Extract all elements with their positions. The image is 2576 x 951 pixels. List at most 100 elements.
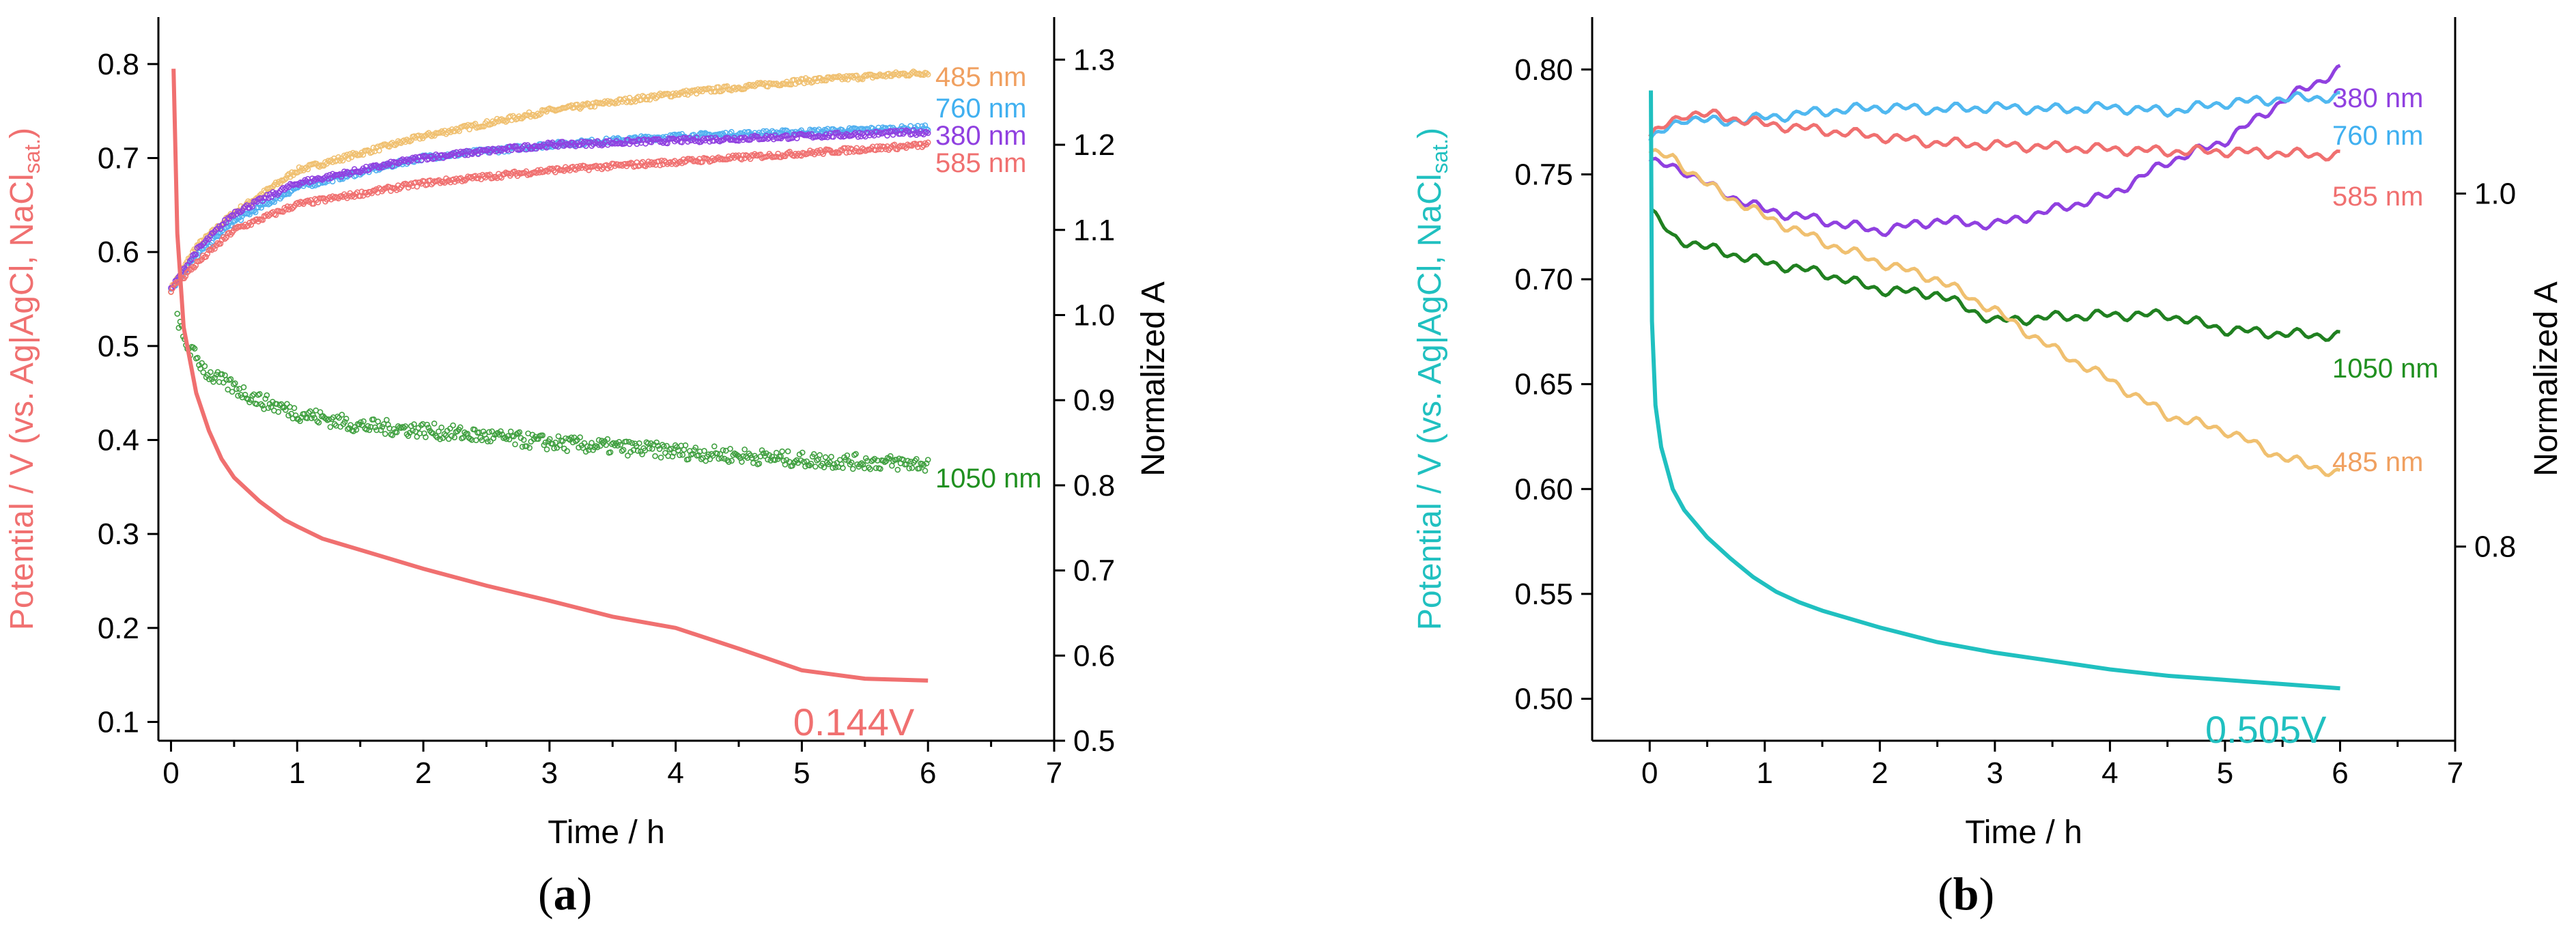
panel-a-series-1050-nm-point xyxy=(591,444,598,451)
panel-a-series-1050-nm-point xyxy=(415,425,422,431)
panel-a-series-1050-nm-point xyxy=(506,436,513,442)
panel-a-series-585-nm-point xyxy=(204,251,211,257)
panel-a-series-1050-nm-point xyxy=(581,440,588,446)
panel-a-series-1050-nm-point xyxy=(231,380,238,386)
panel-a-series-1050-nm-point xyxy=(389,432,396,438)
panel-a-series-585-nm-point xyxy=(853,145,860,152)
panel-b-x-tick-label: 4 xyxy=(2101,756,2118,790)
panel-a-series-485-nm xyxy=(168,68,931,296)
panel-a-series-1050-nm-point xyxy=(620,446,627,453)
panel-a-series-380-nm-point xyxy=(517,146,524,153)
panel-a-series-585-nm-point xyxy=(208,246,215,253)
panel-a-series-1050-nm-point xyxy=(201,363,208,369)
panel-a-series-585-nm-point xyxy=(462,178,468,184)
panel-a-x-axis-title: Time / h xyxy=(548,814,665,851)
panel-a-series-380-nm-point xyxy=(886,129,892,136)
panel-a-series-380-nm-point xyxy=(543,144,550,151)
panel-a-series-1050-nm-point xyxy=(292,412,299,418)
panel-a-series-380-nm-point xyxy=(274,192,281,198)
panel-a-y-right-tick-label: 0.5 xyxy=(1073,724,1115,758)
panel-a-x-tick-label: 7 xyxy=(1046,756,1062,790)
panel-a-series-1050-nm-point xyxy=(539,432,546,438)
panel-a-series-1050-nm-point xyxy=(382,431,388,437)
panel-b-x-tick-label: 3 xyxy=(1987,756,2003,790)
panel-a-series-585-nm-point xyxy=(222,236,228,242)
panel-a-series-485-nm-point xyxy=(923,70,930,76)
panel-a-series-585-nm-point xyxy=(289,205,295,212)
panel-a-series-1050-nm-point xyxy=(268,403,274,410)
panel-a-series-1050-nm-point xyxy=(711,443,718,450)
panel-a-y-right-tick-label: 1.3 xyxy=(1073,43,1115,76)
panel-a-series-1050-nm-point xyxy=(692,444,699,451)
panel-a-series-1050-nm-point xyxy=(471,427,478,433)
panel-a-series-1050-nm-point xyxy=(668,445,675,452)
panel-a-series-1050-nm-point xyxy=(893,457,899,463)
panel-a-y-right-tick-label: 0.6 xyxy=(1073,639,1115,672)
panel-a-series-1050-nm-point xyxy=(804,458,810,465)
panel-a-series-585-nm-point xyxy=(350,192,356,199)
panel-a-series-485-nm-point xyxy=(503,119,509,125)
panel-a-series-1050-nm-point xyxy=(363,426,370,433)
panel-a-series-1050-nm-point xyxy=(284,401,290,407)
panel-a-series-1050-nm-point xyxy=(582,449,589,455)
panel-a-series-1050-nm-point xyxy=(197,365,203,372)
panel-a-series-1050-nm-point xyxy=(245,396,251,403)
panel-a-series-1050-nm-point xyxy=(890,457,896,464)
panel-b-x-tick-label: 6 xyxy=(2332,756,2348,790)
panel-a-series-380-nm-point xyxy=(186,257,193,264)
panel-a-series-380-nm-point xyxy=(264,192,270,198)
panel-a-series-1050-nm-point xyxy=(378,427,384,434)
panel-a-series-1050-nm-point xyxy=(877,466,883,472)
panel-a-series-585-nm-point xyxy=(919,144,925,150)
panel-a-series-1050-nm-point xyxy=(323,416,329,422)
panel-a-series-585-nm-point xyxy=(874,143,880,150)
panel-a-series-1050-nm-point xyxy=(331,421,338,427)
panel-a-series-380-nm-point xyxy=(322,174,328,181)
panel-a-y-left-tick-label: 0.7 xyxy=(98,141,139,175)
panel-a-series-1050-nm-point xyxy=(451,434,457,440)
panel-a-series-1050-nm-point xyxy=(278,401,285,408)
panel-a-series-1050-nm-point xyxy=(894,466,901,473)
panel-a-series-760-nm-point xyxy=(922,122,929,128)
panel-a-series-1050-nm-point xyxy=(792,458,798,465)
panel-a-series-585-nm-point xyxy=(459,178,466,184)
panel-b-y-right-axis-title: Normalized A xyxy=(2528,281,2564,476)
panel-a-series-380-nm-point xyxy=(238,209,244,215)
panel-a-series-1050-nm-point xyxy=(256,391,263,397)
panel-a-label-380-nm: 380 nm xyxy=(935,121,1026,151)
panel-b-y-left-tick-label: 0.50 xyxy=(1514,683,1573,716)
panel-a-series-585-nm-point xyxy=(383,185,390,191)
panel-a-series-760-nm-point xyxy=(823,127,830,134)
panel-b-x-tick-label: 0 xyxy=(1641,756,1658,790)
panel-a-series-1050-nm-point xyxy=(543,446,550,453)
panel-a-series-1050-nm-point xyxy=(905,457,911,464)
panel-a-series-585-nm-point xyxy=(203,253,209,260)
panel-a-series-1050-nm-point xyxy=(551,445,557,452)
panel-a-y-left-tick-label: 0.4 xyxy=(98,423,139,457)
panel-a-y-right-tick-label: 1.2 xyxy=(1073,128,1115,162)
panel-a-series-485-nm-point xyxy=(576,104,582,111)
panel-a-series-1050-nm-point xyxy=(741,446,748,453)
panel-a-series-380-nm-point xyxy=(834,129,841,136)
panel-a-series-485-nm-point xyxy=(574,101,580,108)
panel-b-label-1050-nm: 1050 nm xyxy=(2332,354,2439,384)
panel-label-a: (a) xyxy=(538,868,593,920)
panel-a-series-1050-nm-point xyxy=(721,455,728,462)
panel-a-series-485-nm-point xyxy=(589,103,595,110)
panel-b-y-left-tick-label: 0.60 xyxy=(1514,472,1573,506)
panel-a-series-1050-nm-point xyxy=(436,428,442,435)
panel-a-series-1050-nm-point xyxy=(589,440,595,446)
panel-a-series-1050-nm-point xyxy=(401,425,407,431)
panel-a-series-585-nm-point xyxy=(586,167,592,173)
panel-a-series-1050-nm-point xyxy=(677,452,683,459)
panel-a-series-1050-nm-point xyxy=(759,447,765,453)
panel-b-label-585-nm: 585 nm xyxy=(2332,182,2423,212)
panel-a-series-585-nm-point xyxy=(197,257,203,264)
panel-a-series-585-nm-point xyxy=(212,245,218,252)
panel-a-series-1050-nm-point xyxy=(473,437,479,444)
panel-a-series-1050-nm-point xyxy=(647,440,654,446)
panel-a-label-760-nm: 760 nm xyxy=(935,94,1026,124)
panel-a-series-1050-nm-point xyxy=(821,464,827,470)
panel-a-series-1050-nm-point xyxy=(857,461,864,468)
panel-a-series-585-nm-point xyxy=(819,149,825,156)
